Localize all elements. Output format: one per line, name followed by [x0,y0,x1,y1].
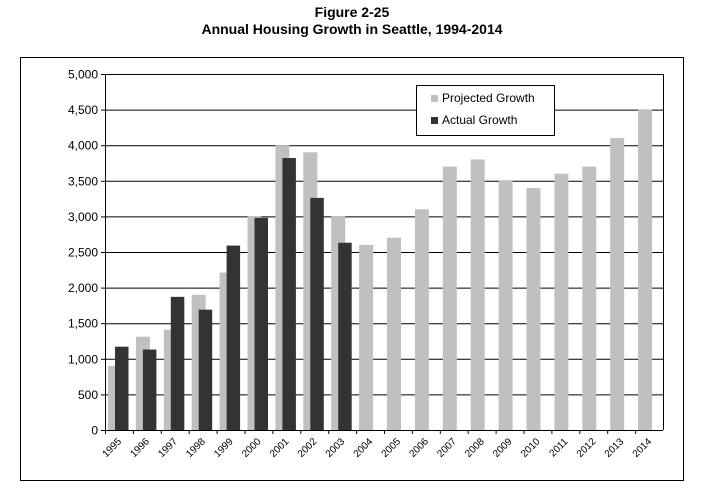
bar-projected-2009 [498,180,513,430]
x-tick-label: 2008 [463,436,487,460]
legend-item-projected: Projected Growth [431,91,535,105]
y-tick-label: 4,500 [68,103,98,117]
bar-projected-2007 [442,166,457,430]
bar-actual-2003 [338,242,352,430]
y-tick-label: 3,000 [68,210,98,224]
legend-swatch-actual [431,116,438,124]
x-tick-label: 2007 [435,436,459,460]
legend: Projected Growth Actual Growth [416,85,555,136]
bar-actual-1999 [226,245,241,430]
y-tick-label: 0 [91,424,98,438]
x-tick-label: 1999 [212,436,236,460]
bar-projected-2011 [554,173,569,430]
x-tick-label: 1998 [184,436,208,460]
y-tick-label: 5,000 [68,68,98,82]
legend-label-projected: Projected Growth [442,91,535,105]
x-tick-label: 2000 [240,436,264,460]
y-tick-label: 2,000 [68,281,98,295]
x-tick-label: 1997 [156,436,180,460]
legend-label-actual: Actual Growth [442,113,518,127]
x-tick-label: 2009 [491,436,515,460]
y-tick-label: 1,500 [68,317,98,331]
y-tick-label: 500 [78,388,98,402]
chart-subtitle: Annual Housing Growth in Seattle, 1994-2… [201,21,503,37]
chart-title: Figure 2-25 [314,4,390,20]
x-tick-label: 2012 [575,436,599,460]
x-tick-label: 2002 [296,436,320,460]
bar-projected-2008 [470,159,485,430]
legend-swatch-projected [431,94,438,102]
x-tick-label: 2003 [324,436,348,460]
bar-projected-2010 [526,187,541,430]
legend-item-actual: Actual Growth [431,113,517,127]
bar-actual-1997 [170,296,185,430]
bar-projected-2014 [638,109,653,430]
bar-actual-2002 [310,197,324,430]
chart-frame [20,57,684,481]
bar-projected-2012 [582,166,597,430]
y-tick-label: 1,000 [68,352,98,366]
bar-actual-1998 [198,309,213,430]
bar-actual-2001 [282,158,296,431]
x-tick-label: 2001 [268,436,292,460]
x-tick-label: 2013 [603,436,627,460]
y-tick-label: 3,500 [68,174,98,188]
bar-projected-2006 [414,209,429,430]
x-tick-label: 1995 [101,436,125,460]
x-tick-label: 2005 [380,436,404,460]
x-tick-label: 2014 [631,436,655,460]
x-tick-label: 2006 [407,436,431,460]
x-tick-label: 1996 [128,436,152,460]
bar-projected-2013 [610,138,625,430]
x-tick-label: 2004 [352,436,376,460]
x-tick-label: 2011 [547,436,570,459]
bar-actual-2000 [254,217,268,430]
bar-actual-1995 [115,346,129,430]
y-tick-label: 4,000 [68,139,98,153]
y-tick-label: 2,500 [68,246,98,260]
x-tick-label: 2010 [519,436,543,460]
bar-actual-1996 [142,349,157,430]
bar-projected-2005 [387,237,401,430]
bar-projected-2004 [359,244,374,430]
